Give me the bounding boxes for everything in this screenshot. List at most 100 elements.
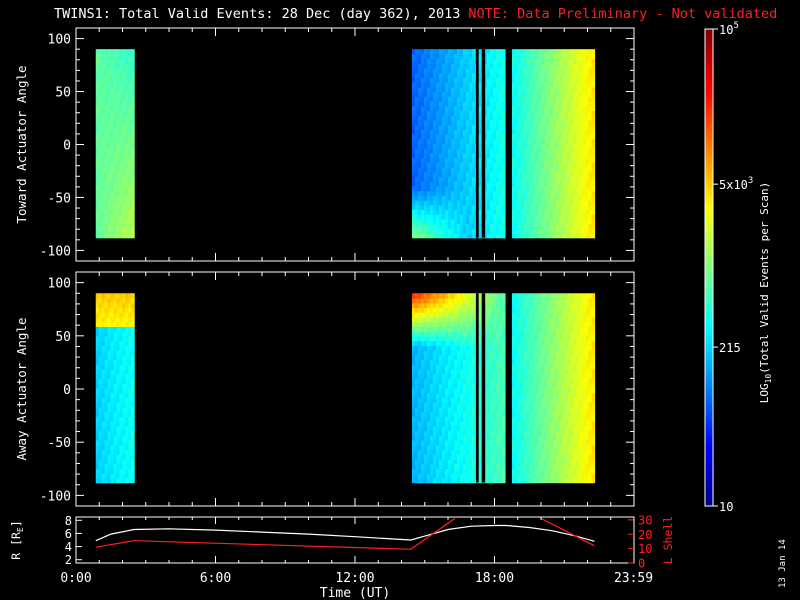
heatmap-cell xyxy=(495,383,500,389)
heatmap-cell xyxy=(462,58,467,64)
heatmap-cell xyxy=(104,86,109,93)
heatmap-cell xyxy=(556,157,560,163)
heatmap-cell xyxy=(547,68,551,74)
heatmap-cell xyxy=(125,430,129,436)
heatmap-cell xyxy=(429,449,434,455)
heatmap-cell xyxy=(101,458,106,465)
heatmap-cell xyxy=(426,416,431,422)
heatmap-cell xyxy=(579,53,584,60)
heatmap-cell xyxy=(553,82,557,88)
heatmap-cell xyxy=(116,406,120,413)
heatmap-cell xyxy=(125,195,129,201)
heatmap-cell xyxy=(582,68,587,74)
heatmap-cell xyxy=(483,321,488,327)
heatmap-cell xyxy=(101,157,106,163)
heatmap-cell xyxy=(453,143,458,149)
heatmap-cell xyxy=(423,162,428,168)
heatmap-cell xyxy=(414,369,419,375)
heatmap-cell xyxy=(447,359,452,365)
heatmap-cell xyxy=(417,406,422,413)
heatmap-cell xyxy=(535,53,540,60)
heatmap-cell xyxy=(414,167,419,173)
heatmap-cell xyxy=(517,364,522,370)
heatmap-cell xyxy=(447,124,452,130)
heatmap-cell xyxy=(588,49,593,55)
heatmap-cell xyxy=(128,307,132,313)
heatmap-cell xyxy=(426,302,431,309)
heatmap-cell xyxy=(462,473,467,479)
heatmap-cell xyxy=(585,195,590,201)
heatmap-cell xyxy=(417,316,422,323)
heatmap-cell xyxy=(119,312,123,318)
heatmap-cell xyxy=(511,312,516,318)
heatmap-cell xyxy=(414,350,419,356)
heatmap-cell xyxy=(489,397,494,403)
heatmap-cell xyxy=(447,316,452,323)
heatmap-cell xyxy=(520,387,525,394)
heatmap-cell xyxy=(520,458,525,465)
heatmap-cell xyxy=(501,359,506,365)
heatmap-cell xyxy=(579,134,584,140)
heatmap-cell xyxy=(122,204,126,211)
heatmap-cell xyxy=(492,218,497,225)
heatmap-cell xyxy=(420,200,425,206)
heatmap-cell xyxy=(477,477,482,484)
heatmap-cell xyxy=(526,340,531,346)
heatmap-cell xyxy=(414,392,419,398)
heatmap-cell xyxy=(471,331,476,337)
heatmap-cell xyxy=(104,312,109,318)
heatmap-cell xyxy=(544,185,548,192)
heatmap-cell xyxy=(110,63,115,69)
heatmap-cell xyxy=(471,218,476,225)
heatmap-cell xyxy=(492,307,497,313)
heatmap-cell xyxy=(588,223,593,229)
heatmap-cell xyxy=(447,430,452,436)
heatmap-cell xyxy=(101,218,106,225)
heatmap-cell xyxy=(104,115,109,121)
heatmap-cell xyxy=(498,195,503,201)
heatmap-cell xyxy=(544,190,548,196)
heatmap-cell xyxy=(559,195,563,201)
heatmap-cell xyxy=(459,53,464,60)
heatmap-cell xyxy=(477,397,482,403)
heatmap-cell xyxy=(591,119,596,126)
heatmap-cell xyxy=(447,223,452,229)
heatmap-cell xyxy=(414,307,419,313)
heatmap-cell xyxy=(423,468,428,474)
heatmap-cell xyxy=(125,82,129,88)
heatmap-cell xyxy=(462,458,467,465)
heatmap-cell xyxy=(456,373,461,380)
heatmap-cell xyxy=(444,223,449,229)
heatmap-cell xyxy=(477,293,482,299)
heatmap-cell xyxy=(471,411,476,417)
heatmap-cell xyxy=(107,58,112,64)
heatmap-cell xyxy=(119,440,123,446)
heatmap-cell xyxy=(414,298,419,304)
heatmap-cell xyxy=(582,162,587,168)
heatmap-cell xyxy=(435,58,440,64)
heatmap-cell xyxy=(95,440,100,446)
heatmap-cell xyxy=(501,223,506,229)
heatmap-cell xyxy=(417,49,422,55)
heatmap-cell xyxy=(95,298,100,304)
heatmap-cell xyxy=(131,53,135,60)
heatmap-cell xyxy=(116,326,120,332)
heatmap-cell xyxy=(420,430,425,436)
heatmap-cell xyxy=(444,298,449,304)
heatmap-cell xyxy=(456,340,461,346)
heatmap-cell xyxy=(98,364,103,370)
heatmap-cell xyxy=(453,162,458,168)
heatmap-cell xyxy=(477,307,482,313)
heatmap-cell xyxy=(567,124,572,130)
heatmap-cell xyxy=(591,195,596,201)
heatmap-cell xyxy=(562,181,566,187)
heatmap-cell xyxy=(492,364,497,370)
heatmap-cell xyxy=(122,416,126,422)
heatmap-cell xyxy=(489,435,494,441)
heatmap-cell xyxy=(511,77,516,83)
heatmap-cell xyxy=(423,143,428,149)
heatmap-cell xyxy=(559,148,563,154)
heatmap-cell xyxy=(471,307,476,313)
heatmap-cell xyxy=(498,63,503,69)
heatmap-cell xyxy=(444,458,449,465)
